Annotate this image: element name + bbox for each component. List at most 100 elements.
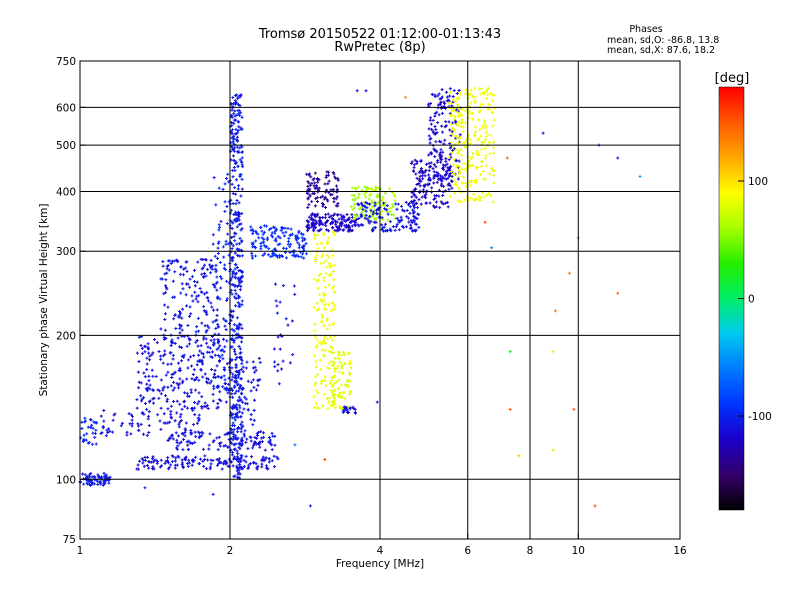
data-point	[322, 291, 326, 295]
data-point	[249, 225, 253, 229]
data-point	[193, 413, 197, 417]
data-point	[240, 391, 244, 395]
data-point	[464, 139, 468, 143]
data-point	[342, 409, 346, 413]
data-point	[433, 124, 437, 128]
data-point	[185, 377, 189, 381]
data-point	[315, 184, 319, 188]
data-point	[111, 418, 115, 422]
data-point	[236, 325, 240, 329]
data-point	[353, 407, 357, 411]
data-point	[141, 461, 145, 465]
data-point	[282, 234, 286, 238]
data-point	[492, 93, 496, 97]
data-point	[402, 209, 406, 213]
data-point	[257, 356, 261, 360]
data-point	[233, 99, 237, 103]
data-point	[239, 194, 243, 198]
data-point	[334, 176, 338, 180]
data-point	[455, 91, 459, 95]
data-point	[473, 86, 477, 90]
data-point	[415, 176, 419, 180]
data-point	[240, 454, 244, 458]
data-point	[140, 346, 144, 350]
data-point	[232, 329, 236, 333]
data-point	[189, 390, 193, 394]
data-point	[443, 201, 447, 205]
data-point	[413, 158, 417, 162]
data-point	[238, 113, 242, 117]
data-point	[236, 97, 240, 101]
data-point	[173, 341, 177, 345]
data-point	[469, 157, 473, 161]
data-point	[240, 115, 244, 119]
data-point	[453, 191, 457, 195]
data-point	[322, 276, 326, 280]
data-point	[212, 387, 216, 391]
data-point	[434, 165, 438, 169]
data-point	[135, 351, 139, 355]
data-point	[218, 390, 222, 394]
data-point	[321, 404, 325, 408]
data-point	[240, 156, 244, 160]
data-point	[197, 329, 201, 333]
data-point	[210, 367, 214, 371]
data-point	[238, 288, 242, 292]
data-point	[447, 120, 451, 124]
data-point	[207, 299, 211, 303]
data-point	[178, 402, 182, 406]
data-point	[440, 201, 444, 205]
data-point	[452, 108, 456, 112]
data-point	[225, 279, 229, 283]
data-point	[394, 202, 398, 206]
data-point	[240, 150, 244, 154]
data-point	[107, 481, 111, 485]
data-point	[231, 201, 235, 205]
data-point	[169, 416, 173, 420]
data-point	[216, 322, 220, 326]
data-point	[331, 307, 335, 311]
data-point	[427, 161, 431, 165]
data-point	[349, 366, 353, 370]
data-point	[235, 135, 239, 139]
data-point	[231, 191, 235, 195]
data-point	[200, 267, 204, 271]
data-point	[206, 345, 210, 349]
data-point	[175, 438, 179, 442]
data-point	[188, 314, 192, 318]
data-point	[234, 364, 238, 368]
data-point	[178, 272, 182, 276]
data-point	[240, 362, 244, 366]
data-point	[235, 455, 239, 459]
data-point	[346, 378, 350, 382]
data-point	[323, 378, 327, 382]
x-tick-label: 1	[77, 545, 84, 557]
data-point	[167, 466, 171, 470]
data-point	[324, 259, 328, 263]
data-point	[485, 89, 489, 93]
data-point	[163, 328, 167, 332]
data-point	[137, 386, 141, 390]
data-point	[207, 443, 211, 447]
data-point	[186, 324, 190, 328]
data-point	[420, 174, 424, 178]
data-point	[188, 277, 192, 281]
data-point	[419, 202, 423, 206]
data-point	[482, 91, 486, 95]
data-point	[357, 192, 361, 196]
data-point	[477, 87, 481, 91]
data-point	[217, 186, 221, 190]
data-point	[376, 201, 380, 205]
data-point	[219, 375, 223, 379]
colorbar-tick-label: 100	[748, 176, 768, 188]
data-point	[372, 220, 376, 224]
data-point	[222, 459, 226, 463]
data-point	[323, 195, 327, 199]
data-point	[225, 176, 229, 180]
data-point	[169, 384, 173, 388]
data-point	[151, 455, 155, 459]
data-point	[288, 361, 292, 365]
data-point	[486, 93, 490, 97]
data-point	[319, 382, 323, 386]
data-point	[225, 297, 229, 301]
